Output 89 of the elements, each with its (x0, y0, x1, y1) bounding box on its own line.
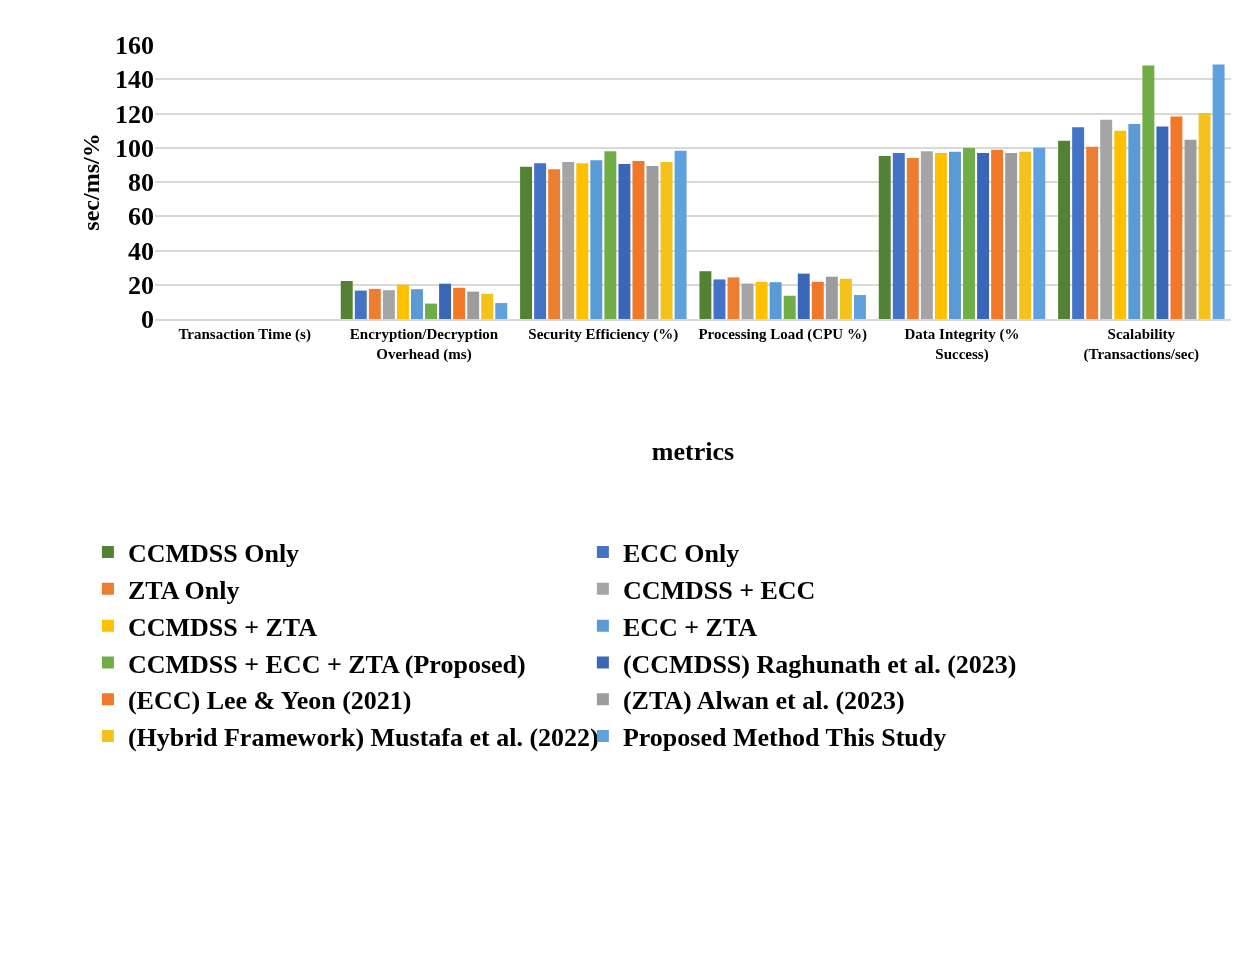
bar (853, 295, 866, 319)
x-tick-label: Security Efficiency (%) (528, 326, 679, 343)
bar (1170, 116, 1183, 319)
bar (1156, 126, 1169, 319)
bar (727, 277, 740, 319)
bar (425, 303, 437, 319)
y-tick-label: 160 (115, 31, 154, 61)
bar (878, 155, 891, 319)
bar (534, 163, 547, 319)
x-tick-label: Data Integrity (% Success) (904, 326, 1020, 363)
bar (520, 166, 533, 319)
bar (892, 152, 905, 319)
bar (949, 151, 961, 319)
bar (1005, 152, 1018, 319)
bar (439, 283, 452, 319)
y-tick-label: 60 (128, 202, 154, 232)
legend-label: (Hybrid Framework) Mustafa et al. (2022) (127, 723, 599, 753)
x-tick-label: Encryption/Decryption Overhead (ms) (349, 326, 499, 363)
bar (713, 279, 726, 319)
y-tick-label: 40 (128, 236, 154, 266)
bar (1033, 147, 1046, 319)
legend-label: Proposed Method This Study (622, 723, 947, 753)
bar (1198, 112, 1211, 319)
bar (1072, 127, 1085, 319)
legend-label: ECC + ZTA (622, 612, 758, 642)
bar (1114, 130, 1127, 319)
bar (396, 284, 409, 319)
bar (562, 161, 575, 319)
bar (1058, 140, 1071, 319)
bar (618, 164, 631, 319)
legend-label: ZTA Only (127, 576, 240, 605)
bar (825, 276, 838, 319)
bar (934, 152, 947, 319)
bar (811, 281, 824, 319)
y-axis-title: sec/ms/% (78, 133, 105, 231)
bar (453, 287, 466, 319)
bar (576, 163, 589, 319)
bar (382, 290, 395, 319)
bar (411, 289, 423, 319)
bar (977, 152, 990, 319)
bar (1128, 124, 1141, 319)
bar (839, 278, 852, 319)
x-axis-title: metrics (651, 436, 735, 466)
bar (920, 151, 933, 319)
bar (481, 293, 494, 319)
bar (783, 295, 796, 319)
bar (632, 160, 645, 319)
bar (1142, 65, 1155, 319)
legend-label: ECC Only (622, 539, 740, 569)
bar (467, 291, 480, 319)
bar (674, 150, 687, 319)
bar (590, 160, 603, 319)
bar (741, 283, 754, 319)
legend-label: (CCMDSS) Raghunath et al. (2023) (622, 649, 1017, 679)
bar (604, 151, 617, 319)
legend-label: CCMDSS + ZTA (127, 612, 318, 642)
bar (963, 148, 975, 319)
bar (991, 149, 1004, 319)
bar (1019, 151, 1032, 319)
x-tick-label: Scalability (Transactions/sec) (1083, 326, 1200, 363)
y-tick-label: 120 (115, 99, 154, 129)
x-tick-label: Processing Load (CPU %) (698, 326, 867, 343)
bar (368, 288, 381, 319)
legend-label: CCMDSS Only (127, 539, 300, 569)
y-tick-label: 80 (128, 168, 154, 198)
bar (769, 282, 782, 319)
bar (755, 281, 768, 319)
y-tick-label: 100 (115, 133, 154, 163)
bar (660, 161, 673, 319)
bar (495, 303, 508, 319)
legend-label: (ECC) Lee & Yeon (2021) (127, 686, 412, 716)
bar (1212, 64, 1225, 319)
legend-label: (ZTA) Alwan et al. (2023) (622, 686, 905, 716)
legend-label: CCMDSS + ECC (622, 576, 816, 605)
bar (699, 271, 712, 319)
bar (1184, 139, 1197, 319)
y-tick-label: 0 (141, 305, 154, 335)
bar (646, 166, 659, 319)
y-tick-label: 140 (115, 65, 154, 95)
legend-label: CCMDSS + ECC + ZTA (Proposed) (127, 649, 526, 679)
bar (906, 158, 919, 319)
bar (797, 273, 810, 319)
x-tick-label: Transaction Time (s) (178, 326, 311, 343)
bar (340, 280, 353, 319)
bar (1086, 146, 1099, 319)
y-tick-label: 20 (128, 270, 154, 300)
bar (1100, 119, 1113, 319)
bar (354, 290, 367, 319)
bar (548, 169, 561, 319)
